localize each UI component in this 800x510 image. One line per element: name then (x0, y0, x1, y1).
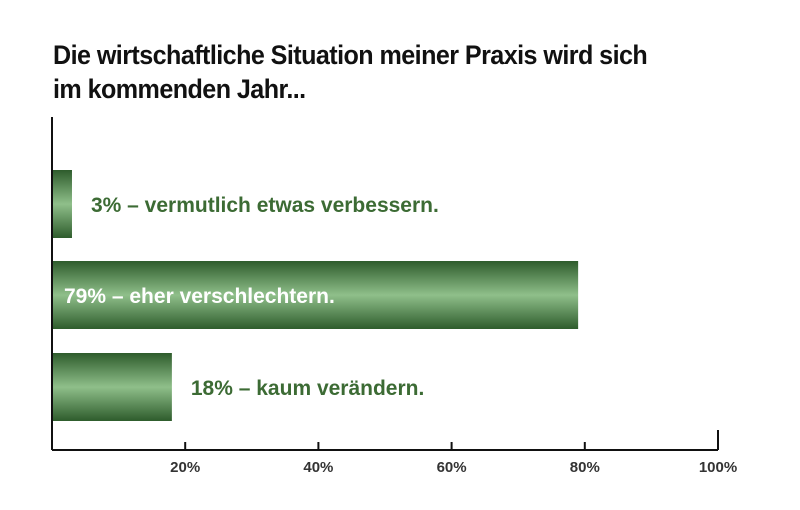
bar-label-1: 3% – vermutlich etwas verbessern. (91, 194, 439, 217)
bar-3 (52, 353, 172, 421)
chart-title-line-1: Die wirtschaftliche Situation meiner Pra… (53, 40, 648, 70)
bar-1 (52, 170, 72, 238)
bar-label-2: 79% – eher verschlechtern. (64, 285, 335, 308)
chart-title-line-2: im kommenden Jahr... (53, 74, 306, 104)
x-axis: 20% 40% 60% 80% 100% (51, 117, 737, 476)
chart-title: Die wirtschaftliche Situation meiner Pra… (53, 38, 723, 106)
x-tick-label-100: 100% (699, 459, 737, 476)
bars-layer: 3% – vermutlich etwas verbessern. 79% – e… (52, 170, 579, 421)
x-tick-label-40: 40% (303, 459, 333, 476)
x-tick-label-60: 60% (437, 459, 467, 476)
bar-label-3: 18% – kaum verändern. (191, 377, 424, 400)
x-tick-label-80: 80% (570, 459, 600, 476)
bar-2 (52, 261, 579, 329)
x-tick-label-20: 20% (170, 459, 200, 476)
